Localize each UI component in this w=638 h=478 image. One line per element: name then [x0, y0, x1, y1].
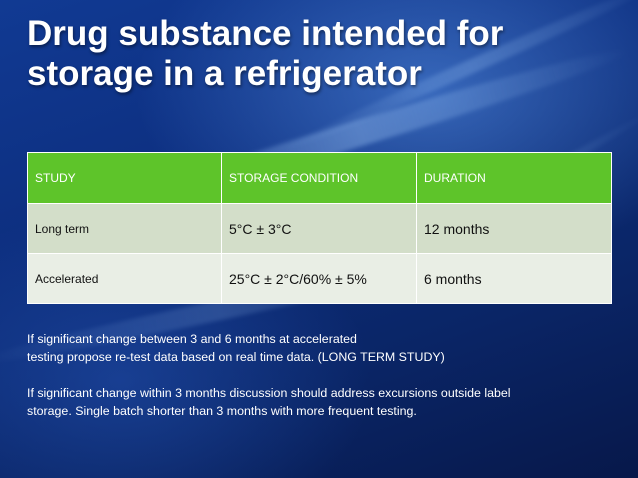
cell-storage-condition: 25°C ± 2°C/60% ± 5%: [221, 253, 417, 304]
cell-storage-condition: 5°C ± 3°C: [221, 203, 417, 254]
stability-table: STUDY STORAGE CONDITION DURATION Long te…: [27, 152, 612, 304]
note-paragraph: If significant change between 3 and 6 mo…: [27, 330, 617, 366]
note-line: If significant change between 3 and 6 mo…: [27, 332, 357, 346]
note-line: storage. Single batch shorter than 3 mon…: [27, 404, 417, 418]
table-header-row: STUDY STORAGE CONDITION DURATION: [27, 152, 612, 204]
note-line: testing propose re-test data based on re…: [27, 350, 445, 364]
cell-duration: 12 months: [416, 203, 612, 254]
cell-duration: 6 months: [416, 253, 612, 304]
header-study: STUDY: [27, 152, 222, 204]
table-row: Long term 5°C ± 3°C 12 months: [27, 203, 612, 254]
slide-title: Drug substance intended for storage in a…: [27, 14, 617, 94]
note-line: If significant change within 3 months di…: [27, 386, 511, 400]
notes: If significant change between 3 and 6 mo…: [27, 330, 617, 438]
slide-title-line-1: Drug substance intended for: [27, 14, 504, 53]
cell-study: Long term: [27, 203, 222, 254]
table-row: Accelerated 25°C ± 2°C/60% ± 5% 6 months: [27, 253, 612, 304]
note-paragraph: If significant change within 3 months di…: [27, 384, 617, 420]
header-duration: DURATION: [416, 152, 612, 204]
header-storage-condition: STORAGE CONDITION: [221, 152, 417, 204]
cell-study: Accelerated: [27, 253, 222, 304]
slide-title-line-2: storage in a refrigerator: [27, 54, 422, 93]
